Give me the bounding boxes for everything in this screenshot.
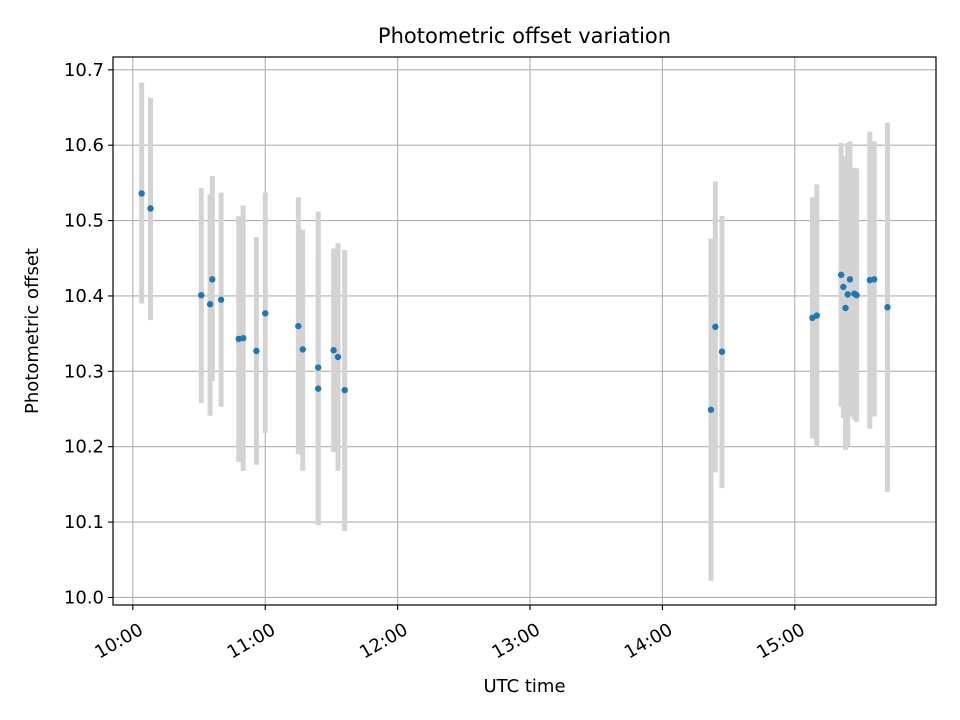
y-tick-label: 10.7 <box>64 60 104 81</box>
data-point <box>299 346 306 353</box>
y-tick-label: 10.3 <box>64 361 104 382</box>
y-tick-label: 10.5 <box>64 211 104 232</box>
data-point <box>330 347 337 354</box>
data-point <box>147 205 154 212</box>
data-point <box>253 347 260 355</box>
gridlines <box>113 57 936 605</box>
x-axis-label: UTC time <box>483 676 565 697</box>
data-point <box>262 310 269 317</box>
chart-title: Photometric offset variation <box>378 24 671 48</box>
plot-area-background <box>113 57 936 605</box>
data-point <box>239 334 247 342</box>
y-axis-ticks: 10.0 10.1 10.2 10.3 10.4 10.5 10.6 10.7 <box>64 60 113 608</box>
data-point <box>707 406 715 413</box>
data-point <box>198 291 205 299</box>
data-point <box>712 323 719 331</box>
data-point <box>217 296 225 303</box>
data-point <box>341 386 348 394</box>
data-points <box>138 190 891 413</box>
data-point <box>837 271 845 279</box>
data-point <box>840 283 847 291</box>
plot-frame <box>112 56 937 606</box>
y-tick-label: 10.2 <box>64 437 104 458</box>
y-tick-label: 10.1 <box>64 512 104 533</box>
data-point <box>209 276 216 283</box>
y-tick-label: 10.4 <box>64 286 104 307</box>
data-point <box>718 348 726 355</box>
data-point <box>334 353 342 361</box>
data-point <box>871 276 878 283</box>
data-point <box>813 312 821 319</box>
y-axis-label: Photometric offset <box>22 248 43 414</box>
y-tick-label: 10.6 <box>64 135 104 156</box>
data-point <box>314 364 322 371</box>
data-point <box>842 304 849 312</box>
data-point <box>846 276 854 283</box>
data-point <box>295 322 302 330</box>
y-tick-label: 10.0 <box>64 587 104 608</box>
data-point <box>206 301 214 308</box>
data-point <box>853 291 860 299</box>
data-point <box>314 385 322 392</box>
data-point <box>884 304 891 311</box>
data-point <box>844 291 851 298</box>
data-point <box>138 190 145 197</box>
